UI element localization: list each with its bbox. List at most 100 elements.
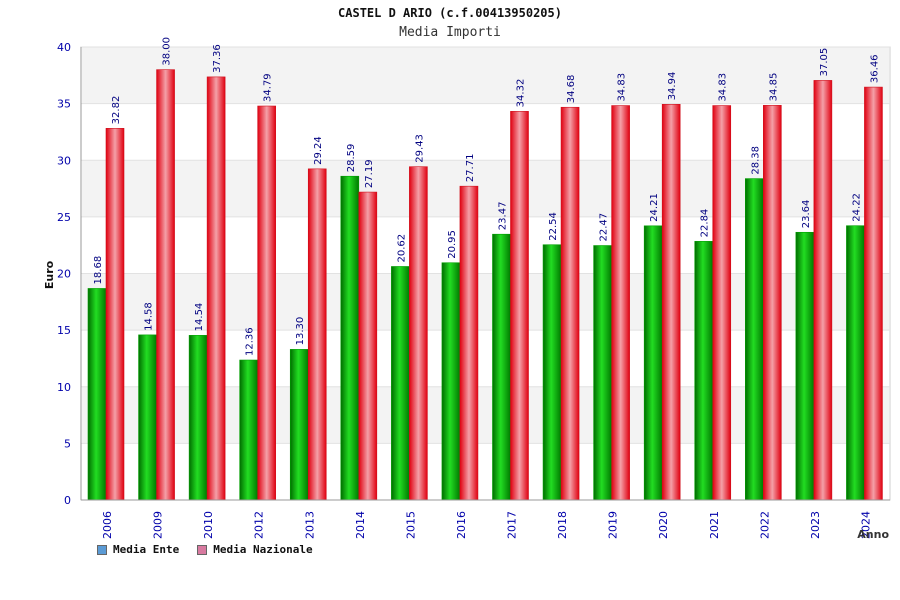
bar-ente-2012 <box>239 359 258 501</box>
bar-nazionale-2014 <box>358 191 378 501</box>
bar-nazionale-2009 <box>156 69 175 501</box>
data-label-ente-2018: 22.54 <box>548 212 559 241</box>
x-tick-label-2016: 2016 <box>455 511 468 539</box>
bar-nazionale-2020 <box>661 104 681 501</box>
data-label-ente-2016: 20.95 <box>447 230 458 259</box>
data-label-nazionale-2023: 37.05 <box>819 48 830 77</box>
data-label-nazionale-2018: 34.68 <box>566 75 577 104</box>
bar-ente-2023 <box>795 231 815 501</box>
data-label-nazionale-2009: 38.00 <box>162 37 173 66</box>
legend: Media Ente Media Nazionale <box>97 543 313 556</box>
bar-ente-2009 <box>138 334 157 501</box>
y-tick-label: 0 <box>64 494 71 507</box>
bar-nazionale-2013 <box>307 168 327 501</box>
bar-nazionale-2022 <box>763 105 782 501</box>
bar-nazionale-2010 <box>206 76 226 501</box>
bar-ente-2018 <box>542 244 562 501</box>
x-tick-label-2018: 2018 <box>556 511 569 539</box>
data-label-nazionale-2013: 29.24 <box>313 136 324 165</box>
data-label-ente-2021: 22.84 <box>700 209 711 238</box>
x-tick-label-2017: 2017 <box>506 511 519 539</box>
bar-ente-2010 <box>188 335 208 501</box>
y-tick-label: 10 <box>57 381 71 394</box>
x-tick-label-2006: 2006 <box>101 511 114 539</box>
bar-nazionale-2021 <box>712 105 732 501</box>
data-label-nazionale-2015: 29.43 <box>414 134 425 163</box>
data-label-ente-2015: 20.62 <box>396 234 407 263</box>
x-tick-label-2012: 2012 <box>253 511 266 539</box>
data-label-ente-2009: 14.58 <box>144 302 155 331</box>
legend-item-ente: Media Ente <box>97 543 179 556</box>
data-label-ente-2020: 24.21 <box>649 193 660 222</box>
y-tick-label: 25 <box>57 211 71 224</box>
data-label-nazionale-2024: 36.46 <box>869 54 880 83</box>
data-label-nazionale-2010: 37.36 <box>212 44 223 73</box>
x-axis-label: Anno <box>857 528 889 541</box>
chart-title: CASTEL D ARIO (c.f.00413950205) <box>338 6 562 20</box>
bar-ente-2015 <box>391 266 410 501</box>
bar-ente-2016 <box>441 262 461 501</box>
bar-ente-2013 <box>289 349 309 501</box>
chart-subtitle: Media Importi <box>399 25 501 40</box>
bar-nazionale-2015 <box>409 166 428 501</box>
bar-nazionale-2018 <box>560 106 580 501</box>
bar-nazionale-2017 <box>510 111 529 501</box>
x-tick-label-2013: 2013 <box>303 511 316 539</box>
data-label-nazionale-2022: 34.85 <box>768 73 779 102</box>
legend-label-nazionale: Media Nazionale <box>213 543 313 556</box>
y-tick-label: 30 <box>57 154 71 167</box>
y-tick-label: 20 <box>57 268 71 281</box>
x-tick-label-2022: 2022 <box>758 511 771 539</box>
data-label-ente-2006: 18.68 <box>93 256 104 285</box>
bar-ente-2022 <box>745 178 764 501</box>
bar-ente-2020 <box>643 225 663 501</box>
legend-swatch-ente <box>97 544 107 555</box>
data-label-nazionale-2012: 34.79 <box>263 73 274 102</box>
y-axis: 0 5 10 15 20 25 30 35 40 <box>57 41 82 507</box>
data-label-ente-2022: 28.38 <box>750 146 761 175</box>
y-axis-label: Euro <box>43 260 56 289</box>
bar-nazionale-2016 <box>459 185 479 501</box>
bar-ente-2014 <box>340 175 360 501</box>
bar-nazionale-2024 <box>864 86 883 501</box>
y-tick-label: 5 <box>64 437 71 450</box>
data-label-nazionale-2014: 27.19 <box>364 159 375 188</box>
legend-label-ente: Media Ente <box>113 543 180 556</box>
data-label-ente-2012: 12.36 <box>245 327 256 356</box>
data-label-nazionale-2006: 32.82 <box>111 96 122 125</box>
data-label-ente-2019: 22.47 <box>599 213 610 242</box>
y-tick-label: 35 <box>57 98 71 111</box>
bar-nazionale-2023 <box>813 80 833 501</box>
y-tick-label: 15 <box>57 324 71 337</box>
y-tick-label: 40 <box>57 41 71 54</box>
bar-ente-2024 <box>846 225 865 501</box>
bar-ente-2019 <box>593 245 612 501</box>
x-tick-label-2015: 2015 <box>404 511 417 539</box>
data-label-nazionale-2019: 34.83 <box>617 73 628 102</box>
data-label-ente-2014: 28.59 <box>346 144 357 173</box>
data-label-ente-2024: 24.22 <box>851 193 862 222</box>
data-label-ente-2023: 23.64 <box>801 200 812 229</box>
bar-ente-2021 <box>694 241 714 501</box>
bars: 18.68 32.82 14.58 38.00 14.54 37.36 12.36 34.79… <box>87 37 883 501</box>
x-axis: 2006 2009 2010 2012 2013 2014 2015 2016 2017 2018… <box>81 499 890 539</box>
x-tick-label-2021: 2021 <box>708 511 721 539</box>
x-tick-label-2023: 2023 <box>809 511 822 539</box>
legend-swatch-nazionale <box>197 544 208 555</box>
bar-nazionale-2006 <box>105 128 125 501</box>
data-label-nazionale-2016: 27.71 <box>465 154 476 183</box>
bar-nazionale-2019 <box>611 105 630 501</box>
x-tick-label-2010: 2010 <box>202 511 215 539</box>
bar-ente-2017 <box>492 233 511 501</box>
x-tick-label-2009: 2009 <box>152 511 165 539</box>
x-tick-label-2024: 2024 <box>859 511 872 539</box>
data-label-nazionale-2021: 34.83 <box>718 73 729 102</box>
data-label-ente-2017: 23.47 <box>498 202 509 231</box>
bar-ente-2006 <box>87 288 107 501</box>
x-tick-label-2019: 2019 <box>607 511 620 539</box>
data-label-ente-2013: 13.30 <box>295 317 306 346</box>
legend-item-nazionale: Media Nazionale <box>197 543 313 556</box>
bar-nazionale-2012 <box>257 105 276 501</box>
